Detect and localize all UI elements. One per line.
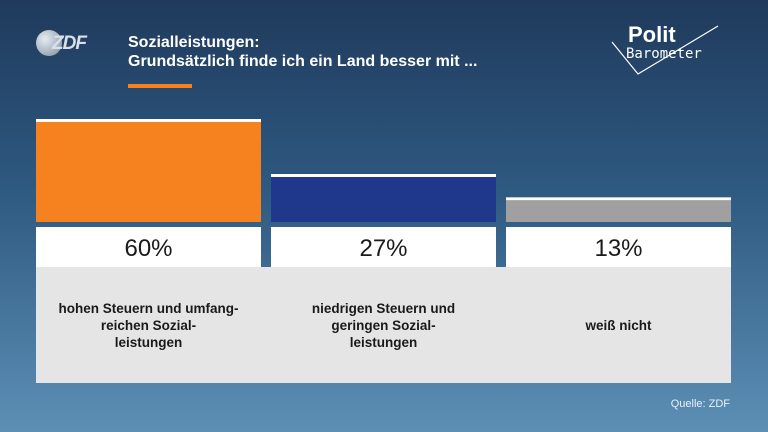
value-label: 13% [594,235,642,262]
category-label-panel [36,267,731,383]
zdf-logo-text: ZDF [52,33,87,54]
chart-title-line1: Sozialleistungen: [128,34,260,51]
politbarometer-logo: Polit Barometer [610,22,720,78]
category-label: niedrigen Steuern und [312,301,455,316]
bar [36,122,261,222]
category-label: leistungen [350,335,418,350]
value-label: 27% [359,235,407,262]
chart-title-line2: Grundsätzlich finde ich ein Land besser … [128,53,478,70]
source-note: Quelle: ZDF [670,398,730,410]
chart-title: Sozialleistungen: Grundsätzlich finde ic… [128,33,477,71]
category-label: hohen Steuern und umfang- [59,301,239,316]
bar-cap [36,119,261,122]
zdf-logo-circle [36,30,62,56]
value-label-box [271,227,496,267]
bar [271,177,496,222]
bar-cap [271,174,496,177]
category-label: reichen Sozial- [101,318,196,333]
value-label-box [36,227,261,267]
checkmark-icon [611,25,719,75]
category-label: weiß nicht [584,318,652,333]
value-label-box [506,227,731,267]
title-accent-line [128,84,192,88]
bar-cap [506,197,731,201]
category-label: geringen Sozial- [331,318,435,333]
politbarometer-line2: Barometer [626,46,702,62]
category-label: leistungen [115,335,183,350]
value-label: 60% [124,235,172,262]
zdf-logo: ZDF [36,30,106,58]
politbarometer-line1: Polit [628,22,676,47]
bar [506,200,731,222]
